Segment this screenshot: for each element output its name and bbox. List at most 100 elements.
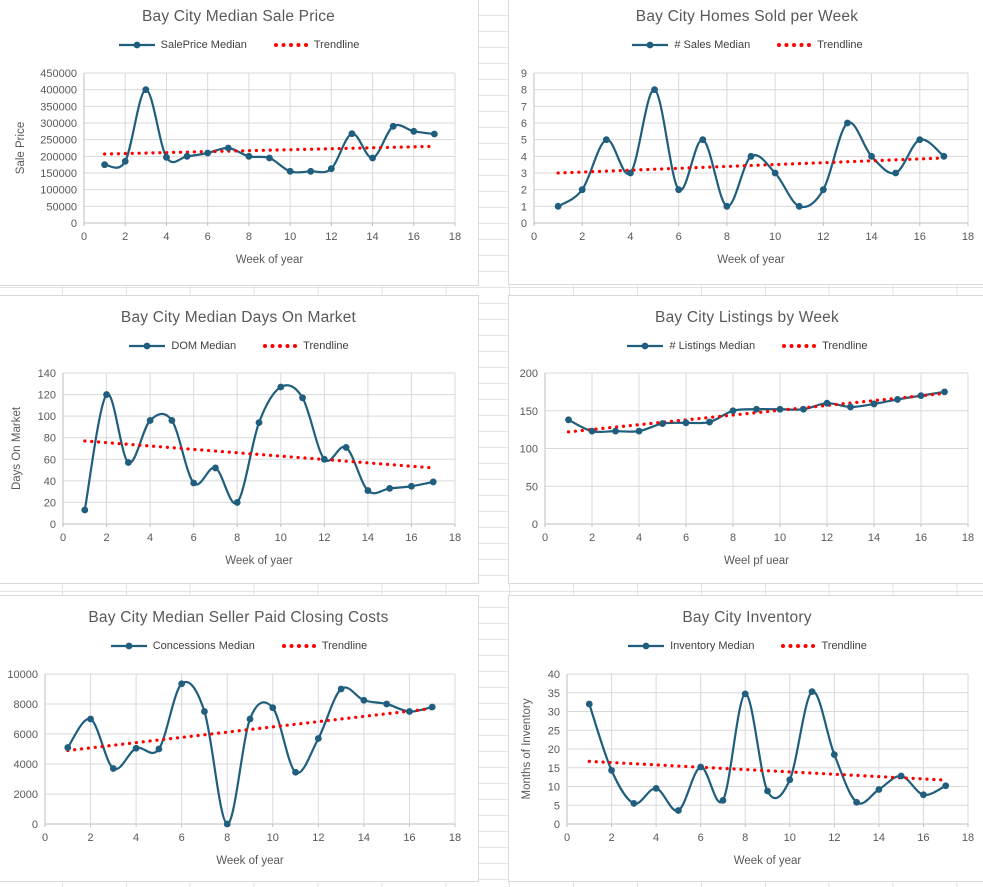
svg-text:4: 4: [636, 532, 642, 544]
svg-text:6: 6: [205, 231, 211, 243]
svg-text:12: 12: [318, 532, 330, 544]
series-line-swatch-icon: [627, 342, 664, 350]
legend-series-label: DOM Median: [171, 340, 237, 352]
svg-text:6: 6: [683, 532, 689, 544]
legend-series-label: Concessions Median: [152, 640, 255, 652]
svg-text:16: 16: [408, 231, 420, 243]
legend-series-label: Inventory Median: [670, 640, 755, 652]
svg-text:2: 2: [87, 832, 93, 844]
svg-text:0: 0: [42, 832, 48, 844]
legend-item-trendline: Trendline: [781, 340, 868, 352]
svg-text:6: 6: [698, 832, 704, 844]
plot-area: 0 50 100 150 200 0 2 4 6 8 10 12 14 16 18 Weel pf uear: [520, 368, 974, 567]
plot-area: 0 5 10 15 20 25 30 35 40 0 2 4 6 8 10 12 14 16 18 Week of y…: [521, 669, 974, 867]
chart-panel-days-on-market[interactable]: 0 20 40 60 80 100 120 140 0 2 4 6 8 10 12 14 16 18 Week of…: [0, 295, 479, 584]
svg-text:8: 8: [742, 832, 748, 844]
svg-text:9: 9: [521, 68, 527, 80]
chart-panel-listings[interactable]: 0 50 100 150 200 0 2 4 6 8 10 12 14 16 18 Weel pf uear …: [508, 295, 983, 584]
trendline-dots-swatch-icon: [777, 43, 812, 47]
svg-text:2: 2: [521, 185, 527, 197]
svg-text:5: 5: [521, 135, 527, 147]
svg-text:10: 10: [784, 832, 796, 844]
svg-text:2: 2: [589, 532, 595, 544]
svg-text:18: 18: [962, 832, 974, 844]
svg-text:80: 80: [44, 433, 56, 445]
svg-text:8: 8: [724, 231, 730, 243]
svg-text:18: 18: [449, 532, 461, 544]
svg-text:14: 14: [366, 231, 378, 243]
series-line-swatch-icon: [632, 41, 669, 49]
chart-title: Bay City Median Days On Market: [120, 309, 357, 326]
svg-text:20: 20: [44, 497, 56, 509]
svg-text:150: 150: [520, 406, 538, 418]
svg-text:0: 0: [81, 231, 87, 243]
chart-legend: # Listings Median Trendline: [509, 340, 983, 352]
trendline-dots-swatch-icon: [781, 644, 816, 648]
svg-text:Sale Price: Sale Price: [15, 122, 27, 174]
legend-trendline-label: Trendline: [313, 39, 360, 51]
svg-text:100: 100: [38, 411, 56, 423]
svg-text:Weel pf uear: Weel pf uear: [724, 555, 789, 567]
svg-text:Week of year: Week of year: [717, 254, 785, 266]
svg-text:16: 16: [914, 231, 926, 243]
svg-text:35: 35: [548, 688, 560, 700]
svg-text:100: 100: [520, 444, 538, 456]
plot-area: 0 20 40 60 80 100 120 140 0 2 4 6 8 10 12 14 16 18 Week of…: [11, 368, 461, 567]
svg-text:2: 2: [608, 832, 614, 844]
legend-item-series: # Listings Median: [626, 340, 755, 352]
legend-trendline-label: Trendline: [321, 640, 368, 652]
legend-item-series: SalePrice Median: [118, 39, 247, 51]
svg-text:8: 8: [246, 231, 252, 243]
plot-area: 0 2000 4000 6000 8000 10000 0 2 4 6 8 10 12 14 16 18 Wee…: [7, 669, 461, 867]
svg-text:14: 14: [868, 532, 880, 544]
svg-text:4: 4: [521, 151, 527, 163]
legend-item-trendline: Trendline: [776, 39, 863, 51]
legend-item-series: # Sales Median: [631, 39, 750, 51]
svg-text:Week of year: Week of year: [236, 254, 304, 266]
svg-text:8: 8: [730, 532, 736, 544]
svg-text:12: 12: [821, 532, 833, 544]
svg-text:50000: 50000: [46, 201, 77, 213]
chart-panel-closing-costs[interactable]: 0 2000 4000 6000 8000 10000 0 2 4 6 8 10 12 14 16 18 Wee…: [0, 595, 479, 882]
chart-title: Bay City Median Sale Price: [141, 8, 335, 25]
series-line-swatch-icon: [118, 41, 155, 49]
svg-text:18: 18: [449, 231, 461, 243]
svg-text:150000: 150000: [40, 168, 77, 180]
svg-text:140: 140: [38, 368, 56, 380]
svg-text:0: 0: [554, 819, 560, 831]
svg-text:2: 2: [122, 231, 128, 243]
svg-text:10000: 10000: [7, 669, 38, 681]
legend-item-trendline: Trendline: [262, 340, 349, 352]
svg-text:0: 0: [564, 832, 570, 844]
svg-text:400000: 400000: [40, 85, 77, 97]
chart-title: Bay City Median Seller Paid Closing Cost…: [88, 609, 389, 626]
chart-panel-sale-price[interactable]: 0 50000 100000 150000 200000 250000 300000 3500…: [0, 0, 479, 286]
chart-panel-inventory[interactable]: 0 5 10 15 20 25 30 35 40 0 2 4 6 8 10 12 14 16 18 Week of y…: [508, 595, 983, 882]
svg-text:60: 60: [44, 454, 56, 466]
svg-text:12: 12: [828, 832, 840, 844]
chart-title: Bay City Homes Sold per Week: [635, 8, 859, 25]
legend-item-series: Concessions Median: [110, 640, 255, 652]
svg-text:15: 15: [548, 763, 560, 775]
svg-text:6: 6: [521, 118, 527, 130]
svg-text:30: 30: [548, 707, 560, 719]
svg-text:6000: 6000: [14, 729, 38, 741]
chart-panel-homes-sold[interactable]: 0 1 2 3 4 5 6 7 8 9 0 2 4 6 8 10 12 14 16 18 Week of year Ba…: [508, 0, 983, 285]
svg-text:12: 12: [312, 832, 324, 844]
svg-text:7: 7: [521, 101, 527, 113]
svg-text:18: 18: [962, 532, 974, 544]
legend-item-trendline: Trendline: [281, 640, 367, 652]
svg-text:6: 6: [191, 532, 197, 544]
svg-text:10: 10: [267, 832, 279, 844]
svg-text:4: 4: [133, 832, 139, 844]
svg-text:0: 0: [521, 218, 527, 230]
svg-text:12: 12: [325, 231, 337, 243]
svg-text:16: 16: [403, 832, 415, 844]
svg-text:0: 0: [32, 819, 38, 831]
svg-text:16: 16: [405, 532, 417, 544]
svg-text:8: 8: [234, 532, 240, 544]
legend-series-label: # Sales Median: [674, 39, 751, 51]
svg-text:14: 14: [362, 532, 374, 544]
svg-text:5: 5: [554, 800, 560, 812]
svg-text:10: 10: [284, 231, 296, 243]
